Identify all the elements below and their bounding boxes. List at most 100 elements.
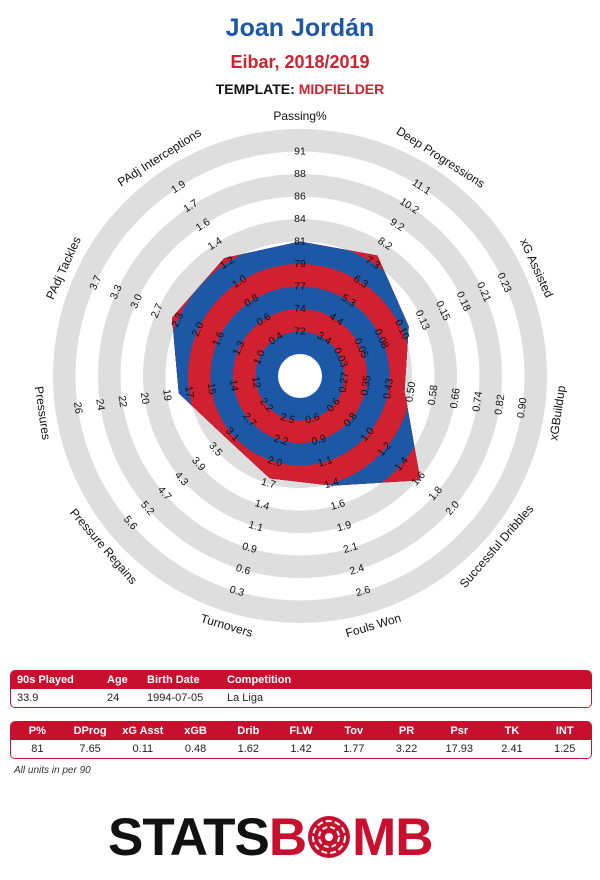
stats-value-cell: 1.25	[554, 743, 576, 755]
info-value-cell: 24	[107, 692, 120, 704]
tick-label: 86	[294, 191, 306, 203]
tick-label: 2.0	[266, 454, 284, 470]
tick-label: 1.4	[253, 497, 271, 513]
tick-label: 79	[294, 258, 306, 270]
units-note: All units in per 90	[14, 765, 91, 776]
tick-label: 1.4	[323, 476, 341, 492]
tick-label: 77	[294, 281, 306, 293]
team-season: Eibar, 2018/2019	[230, 52, 370, 72]
tick-label: 22	[116, 395, 130, 408]
stats-header-cell: Drib	[237, 725, 260, 737]
info-header-row: 90s Played Age Birth Date Competition	[11, 671, 591, 689]
tick-label: 1.6	[210, 330, 227, 348]
axis-label: xGBuildup	[547, 384, 569, 441]
tick-label: 1.6	[329, 497, 347, 513]
tick-label: 0.66	[448, 387, 463, 409]
tick-label: 1.0	[251, 348, 268, 366]
stats-value-cell: 0.11	[132, 743, 154, 755]
tick-label: 2.0	[190, 320, 207, 338]
tick-label: 0.58	[426, 384, 441, 406]
logo-text-bomb: B MB	[268, 807, 434, 867]
stats-header-cell: Psr	[450, 725, 469, 737]
tick-label: 88	[294, 168, 306, 180]
tick-label: 0.3	[228, 584, 246, 600]
logo-text-stats: STATS	[108, 807, 270, 867]
stats-header-cell: xGB	[184, 725, 207, 737]
tick-label: 0.82	[493, 394, 508, 416]
stats-value-cell: 1.77	[343, 743, 365, 755]
tick-label: 0.74	[470, 390, 485, 412]
radar-fill-ring	[278, 354, 322, 398]
info-value-row: 33.9 24 1994-07-05 La Liga	[11, 689, 591, 707]
tick-label: 2.3	[169, 311, 186, 329]
tick-label: 1.7	[260, 476, 278, 492]
tick-label: 1.3	[231, 339, 248, 357]
stats-value-cell: 1.42	[290, 743, 312, 755]
tick-label: 0.43	[381, 378, 396, 400]
stats-header-cell: PR	[398, 725, 415, 737]
tick-label: 1.1	[316, 454, 334, 470]
stats-header-cell: DProg	[73, 725, 107, 737]
tick-label: 2.5	[279, 411, 297, 427]
axis-label: Pressures	[32, 385, 54, 440]
tick-label: 0.9	[241, 540, 259, 556]
info-header-cell: Age	[107, 674, 128, 686]
tick-label: 14	[227, 379, 241, 392]
tick-label: 72	[294, 326, 306, 338]
tick-label: 3.0	[128, 292, 145, 310]
tick-label: 1.9	[335, 519, 353, 535]
stats-value-cell: 3.22	[395, 743, 418, 755]
logo-letters-mb: MB	[352, 807, 433, 867]
tick-label: 3.7	[87, 273, 104, 291]
stats-value-cell: 81	[31, 743, 44, 755]
tick-label: 2.6	[354, 584, 372, 600]
stats-value-cell: 0.48	[184, 743, 207, 755]
tick-label: 26	[71, 401, 85, 414]
tick-label: 0.35	[359, 374, 374, 396]
tick-label: 2.7	[149, 302, 166, 320]
stats-header-cell: INT	[555, 725, 574, 737]
stats-header-cell: TK	[504, 725, 520, 737]
tick-label: 74	[294, 303, 306, 315]
tick-label: 0.9	[310, 432, 328, 448]
stats-value-cell: 1.62	[237, 743, 260, 755]
stats-header-cell: Tov	[344, 725, 364, 737]
radar-chart: 7274777981848688913.44.45.36.37.38.29.21…	[32, 109, 569, 640]
logo-letter-b: B	[268, 807, 307, 867]
tick-label: 24	[93, 398, 107, 411]
info-header-cell: Birth Date	[147, 674, 200, 686]
info-value-cell: La Liga	[227, 692, 264, 704]
template-line: TEMPLATE: MIDFIELDER	[0, 81, 600, 97]
info-header-cell: Competition	[227, 674, 292, 686]
stats-value-cell: 7.65	[79, 743, 101, 755]
tick-label: 20	[138, 392, 152, 405]
tick-label: 12	[249, 376, 263, 389]
stats-header-cell: FLW	[289, 725, 313, 737]
tick-label: 0.6	[304, 411, 322, 427]
tick-label: 91	[294, 146, 306, 158]
tick-label: 2.4	[348, 562, 366, 578]
stats-header-row: P% DProg xG Asst xGB Drib FLW Tov PR Psr TK INT	[11, 722, 591, 740]
target-icon	[308, 816, 351, 858]
tick-label: 2.2	[272, 432, 290, 448]
statsbomb-logo: STATS B MB	[108, 806, 434, 868]
stats-value-cell: 2.41	[501, 743, 523, 755]
info-table: 90s Played Age Birth Date Competition 33…	[10, 670, 592, 708]
tick-label: 84	[294, 213, 306, 225]
stats-value-cell: 17.93	[445, 743, 473, 755]
axis-label: Passing%	[273, 109, 327, 123]
tick-label: 0.90	[515, 397, 530, 419]
info-value-cell: 1994-07-05	[147, 692, 204, 704]
tick-label: 0.50	[404, 381, 419, 403]
tick-label: 2.1	[342, 540, 360, 556]
tick-label: 19	[160, 388, 174, 401]
info-header-cell: 90s Played	[17, 674, 74, 686]
tick-label: 0.27	[337, 371, 352, 393]
tick-label: 1.1	[247, 519, 265, 535]
stats-header-cell: xG Asst	[122, 725, 164, 737]
stats-header-cell: P%	[28, 725, 46, 737]
tick-label: 17	[182, 385, 196, 398]
template-label: TEMPLATE:	[215, 81, 295, 97]
info-value-cell: 33.9	[17, 692, 39, 704]
tick-label: 0.6	[234, 562, 252, 578]
